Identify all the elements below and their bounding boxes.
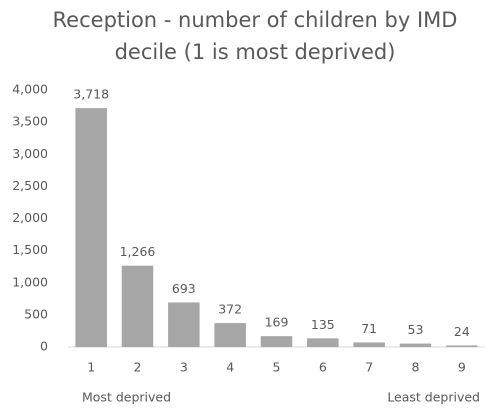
data-label: 693	[172, 281, 196, 296]
y-tick-label: 2,000	[12, 210, 48, 225]
bar	[168, 302, 200, 347]
bar	[307, 338, 339, 347]
bar	[121, 265, 154, 347]
y-tick-label: 500	[24, 306, 48, 321]
y-tick-label: 3,500	[12, 114, 48, 129]
x-tick-label: 4	[226, 360, 234, 375]
annotation: Most deprived	[82, 390, 171, 405]
bar	[75, 108, 107, 347]
annotation: Least deprived	[387, 390, 480, 405]
x-tick-label: 3	[180, 360, 188, 375]
x-tick-label: 2	[134, 360, 142, 375]
y-tick-label: 2,500	[12, 178, 48, 193]
x-tick-label: 7	[365, 360, 373, 375]
y-tick-label: 0	[40, 339, 48, 354]
bar	[446, 345, 478, 347]
x-tick-label: 9	[458, 360, 466, 375]
bar	[214, 323, 246, 347]
chart-title: Reception - number of children by IMD de…	[52, 8, 458, 64]
data-label: 71	[361, 321, 377, 336]
bar	[260, 336, 293, 347]
x-tick-label: 6	[319, 360, 327, 375]
y-tick-label: 3,000	[12, 146, 48, 161]
y-tick-label: 1,000	[12, 274, 48, 289]
x-tick-label: 5	[273, 360, 281, 375]
y-tick-label: 4,000	[12, 82, 48, 97]
data-label: 169	[265, 315, 289, 330]
data-label: 24	[454, 324, 470, 339]
x-tick-label: 8	[412, 360, 420, 375]
bar	[399, 343, 432, 347]
bar	[353, 342, 385, 347]
data-label: 135	[311, 317, 335, 332]
data-label: 53	[408, 322, 424, 337]
data-label: 372	[218, 302, 242, 317]
y-tick-label: 1,500	[12, 242, 48, 257]
data-label: 3,718	[73, 87, 109, 102]
data-label: 1,266	[120, 244, 156, 259]
x-tick-label: 1	[87, 360, 95, 375]
